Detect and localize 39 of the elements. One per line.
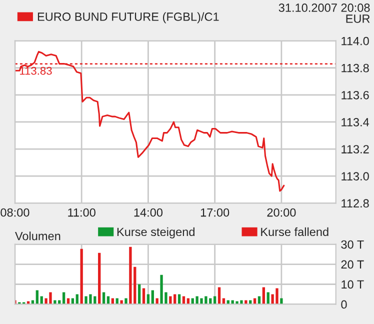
bar	[124, 298, 128, 304]
bar	[178, 294, 181, 304]
bar	[151, 290, 154, 304]
x-tick-label: 14:00	[134, 208, 163, 217]
y-tick-label: 113.8	[342, 64, 369, 72]
bar	[102, 292, 106, 304]
legend-label: EURO BUND FUTURE (FGBL)/C1	[38, 12, 219, 24]
bar	[266, 292, 270, 304]
bar	[280, 298, 283, 304]
y-tick-label: 114.0	[342, 36, 369, 46]
legend-label: Kurse steigend	[117, 227, 194, 238]
text: EUR	[346, 14, 370, 23]
y-tick-label: 113.4	[342, 118, 370, 126]
y-tick-label: 20 T	[341, 260, 364, 269]
legend-label: Kurse fallend	[261, 227, 328, 236]
text: 31.10.2007 20:08	[278, 4, 370, 12]
ref-line-label: 113.83	[20, 66, 52, 75]
bar	[98, 252, 101, 304]
bar	[174, 294, 176, 304]
bar	[129, 246, 132, 304]
y-tick-label: 112.8	[342, 199, 369, 208]
bar	[146, 294, 150, 304]
x-tick-label: 17:00	[200, 208, 230, 217]
bar	[62, 292, 66, 304]
x-tick-label: 11:00	[68, 208, 96, 217]
y-tick-label: 113.0	[342, 172, 369, 180]
x-tick-label: 08:00	[0, 208, 30, 217]
bar	[36, 290, 38, 304]
y-tick-label: 113.2	[342, 145, 369, 154]
x-tick-label: 20:00	[267, 208, 296, 217]
y-tick-label: 30 T	[341, 240, 364, 249]
chart-title: Volumen	[15, 232, 60, 240]
y-tick-label: 113.6	[342, 90, 369, 100]
bar	[80, 248, 83, 304]
bar	[54, 300, 56, 304]
y-tick-label: 0	[341, 300, 347, 309]
y-tick-label: 10 T	[342, 280, 364, 289]
bar	[76, 294, 78, 304]
bar	[120, 300, 123, 304]
